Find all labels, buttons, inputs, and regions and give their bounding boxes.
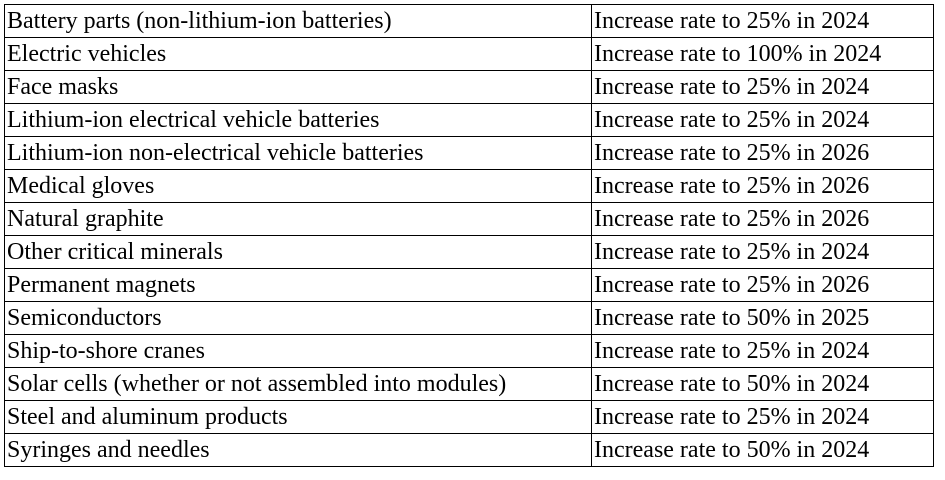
rate-action-cell: Increase rate to 25% in 2026: [591, 169, 934, 203]
table-row: Permanent magnets Increase rate to 25% i…: [4, 268, 934, 302]
product-cell: Syringes and needles: [4, 433, 592, 467]
product-cell: Face masks: [4, 70, 592, 104]
rate-action-cell: Increase rate to 25% in 2024: [591, 235, 934, 269]
tariff-table: Battery parts (non-lithium-ion batteries…: [4, 4, 934, 467]
table-row: Solar cells (whether or not assembled in…: [4, 367, 934, 401]
table-row: Lithium-ion electrical vehicle batteries…: [4, 103, 934, 137]
table-row: Steel and aluminum products Increase rat…: [4, 400, 934, 434]
rate-action-cell: Increase rate to 25% in 2026: [591, 202, 934, 236]
product-cell: Lithium-ion electrical vehicle batteries: [4, 103, 592, 137]
table-row: Semiconductors Increase rate to 50% in 2…: [4, 301, 934, 335]
product-cell: Medical gloves: [4, 169, 592, 203]
rate-action-cell: Increase rate to 25% in 2024: [591, 400, 934, 434]
rate-action-cell: Increase rate to 50% in 2024: [591, 367, 934, 401]
table-row: Lithium-ion non-electrical vehicle batte…: [4, 136, 934, 170]
product-cell: Semiconductors: [4, 301, 592, 335]
table-row: Other critical minerals Increase rate to…: [4, 235, 934, 269]
table-row: Syringes and needles Increase rate to 50…: [4, 433, 934, 467]
product-cell: Permanent magnets: [4, 268, 592, 302]
product-cell: Other critical minerals: [4, 235, 592, 269]
product-cell: Natural graphite: [4, 202, 592, 236]
rate-action-cell: Increase rate to 25% in 2024: [591, 103, 934, 137]
table-row: Natural graphite Increase rate to 25% in…: [4, 202, 934, 236]
rate-action-cell: Increase rate to 50% in 2025: [591, 301, 934, 335]
rate-action-cell: Increase rate to 25% in 2026: [591, 136, 934, 170]
rate-action-cell: Increase rate to 25% in 2024: [591, 334, 934, 368]
table-row: Battery parts (non-lithium-ion batteries…: [4, 4, 934, 38]
product-cell: Ship-to-shore cranes: [4, 334, 592, 368]
product-cell: Lithium-ion non-electrical vehicle batte…: [4, 136, 592, 170]
product-cell: Electric vehicles: [4, 37, 592, 71]
rate-action-cell: Increase rate to 25% in 2024: [591, 70, 934, 104]
rate-action-cell: Increase rate to 25% in 2024: [591, 4, 934, 38]
table-row: Ship-to-shore cranes Increase rate to 25…: [4, 334, 934, 368]
table-row: Face masks Increase rate to 25% in 2024: [4, 70, 934, 104]
table-row: Medical gloves Increase rate to 25% in 2…: [4, 169, 934, 203]
product-cell: Steel and aluminum products: [4, 400, 592, 434]
table-row: Electric vehicles Increase rate to 100% …: [4, 37, 934, 71]
rate-action-cell: Increase rate to 25% in 2026: [591, 268, 934, 302]
rate-action-cell: Increase rate to 50% in 2024: [591, 433, 934, 467]
rate-action-cell: Increase rate to 100% in 2024: [591, 37, 934, 71]
product-cell: Solar cells (whether or not assembled in…: [4, 367, 592, 401]
product-cell: Battery parts (non-lithium-ion batteries…: [4, 4, 592, 38]
